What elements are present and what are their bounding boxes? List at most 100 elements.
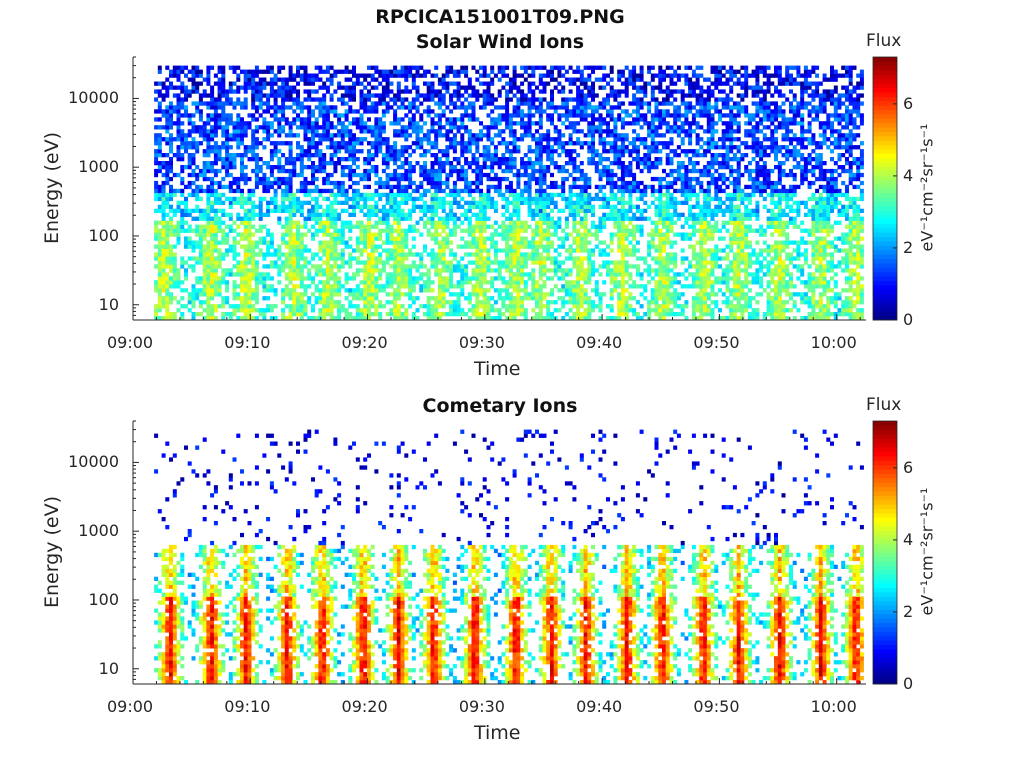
spectrogram-cell [355, 308, 360, 313]
spectrogram-cell [340, 157, 345, 162]
spectrogram-cell [292, 165, 297, 170]
spectrogram-cell [210, 180, 215, 186]
spectrogram-cell [568, 196, 573, 202]
spectrogram-cell [314, 149, 319, 154]
spectrogram-cell [363, 125, 368, 130]
spectrogram-cell [516, 101, 521, 106]
spectrogram-cell [262, 69, 267, 74]
spectrogram-cell [236, 176, 241, 182]
spectrogram-cell [591, 117, 595, 122]
spectrogram-cell [527, 101, 532, 106]
spectrogram-cell [564, 292, 569, 297]
spectrogram-cell [587, 296, 592, 301]
spectrogram-cell [210, 316, 215, 321]
spectrogram-cell [340, 284, 345, 289]
spectrogram-cell [411, 244, 416, 249]
spectrogram-cell [367, 256, 371, 261]
spectrogram-cell [482, 296, 487, 301]
spectrogram-cell [318, 192, 323, 198]
spectrogram-cell [400, 65, 405, 70]
spectrogram-cell [564, 153, 569, 158]
spectrogram-cell [396, 228, 401, 233]
spectrogram-cell [396, 69, 401, 74]
spectrogram-cell [322, 272, 327, 277]
spectrogram-cell [579, 292, 584, 297]
spectrogram-cell [404, 272, 409, 277]
spectrogram-cell [187, 240, 192, 245]
spectrogram-cell [587, 145, 592, 150]
spectrogram-cell [322, 117, 327, 122]
spectrogram-cell [437, 157, 442, 162]
spectrogram-cell [288, 133, 293, 138]
spectrogram-cell [576, 288, 581, 293]
spectrogram-cell [479, 196, 483, 202]
spectrogram-cell [367, 216, 371, 221]
spectrogram-cell [490, 65, 495, 70]
spectrogram-cell [217, 284, 222, 289]
spectrogram-cell [180, 129, 185, 134]
spectrogram-cell [325, 137, 330, 142]
spectrogram-cell [157, 308, 162, 313]
spectrogram-cell [299, 145, 304, 150]
spectrogram-cell [572, 105, 577, 110]
spectrogram-cell [512, 133, 517, 138]
spectrogram-cell [225, 121, 230, 126]
spectrogram-cell [423, 248, 427, 253]
spectrogram-cell [445, 153, 450, 158]
spectrogram-cell [206, 280, 211, 285]
spectrogram-cell [322, 292, 327, 297]
spectrogram-cell [311, 145, 315, 150]
spectrogram-cell [340, 188, 345, 194]
spectrogram-cell [202, 176, 207, 182]
spectrogram-cell [359, 113, 364, 118]
spectrogram-cell [516, 216, 521, 221]
spectrogram-cell [299, 312, 304, 317]
spectrogram-cell [445, 212, 450, 217]
spectrogram-cell [516, 280, 521, 285]
spectrogram-cell [318, 224, 323, 229]
spectrogram-cell [564, 280, 569, 285]
spectrogram-cell [206, 304, 211, 309]
spectrogram-cell [352, 200, 356, 205]
spectrogram-cell [381, 69, 386, 74]
spectrogram-cell [512, 228, 517, 233]
spectrogram-cell [542, 208, 547, 213]
spectrogram-cell [154, 288, 159, 293]
spectrogram-cell [225, 232, 230, 237]
spectrogram-cell [542, 89, 547, 94]
spectrogram-cell [505, 145, 510, 150]
spectrogram-cell [493, 176, 498, 182]
spectrogram-cell [467, 105, 472, 110]
spectrogram-cell [561, 73, 566, 78]
spectrogram-cell [598, 129, 603, 134]
spectrogram-cell [303, 308, 308, 313]
spectrogram-cell [348, 312, 353, 317]
spectrogram-cell [535, 228, 539, 233]
spectrogram-cell [161, 296, 166, 301]
spectrogram-cell [258, 272, 263, 277]
spectrogram-cell [172, 105, 177, 110]
spectrogram-cell [393, 121, 398, 126]
spectrogram-cell [527, 157, 532, 162]
spectrogram-cell [374, 165, 379, 170]
spectrogram-cell [430, 304, 435, 309]
spectrogram-cell [154, 117, 159, 122]
spectrogram-cell [423, 224, 427, 229]
spectrogram-cell [505, 113, 510, 118]
spectrogram-cell [240, 296, 244, 301]
spectrogram-cell [266, 180, 271, 186]
spectrogram-cell [299, 77, 304, 82]
spectrogram-cell [157, 161, 162, 166]
spectrogram-cell [161, 196, 166, 202]
spectrogram-cell [598, 141, 603, 146]
spectrogram-cell [415, 145, 420, 150]
spectrogram-cell [467, 145, 472, 150]
spectrogram-cell [217, 65, 222, 70]
spectrogram-cell [288, 296, 293, 301]
spectrogram-cell [210, 93, 215, 98]
spectrogram-cell [423, 149, 427, 154]
spectrogram-cell [598, 85, 603, 90]
spectrogram-cell [475, 292, 480, 297]
spectrogram-cell [572, 97, 577, 102]
spectrogram-cell [531, 284, 536, 289]
